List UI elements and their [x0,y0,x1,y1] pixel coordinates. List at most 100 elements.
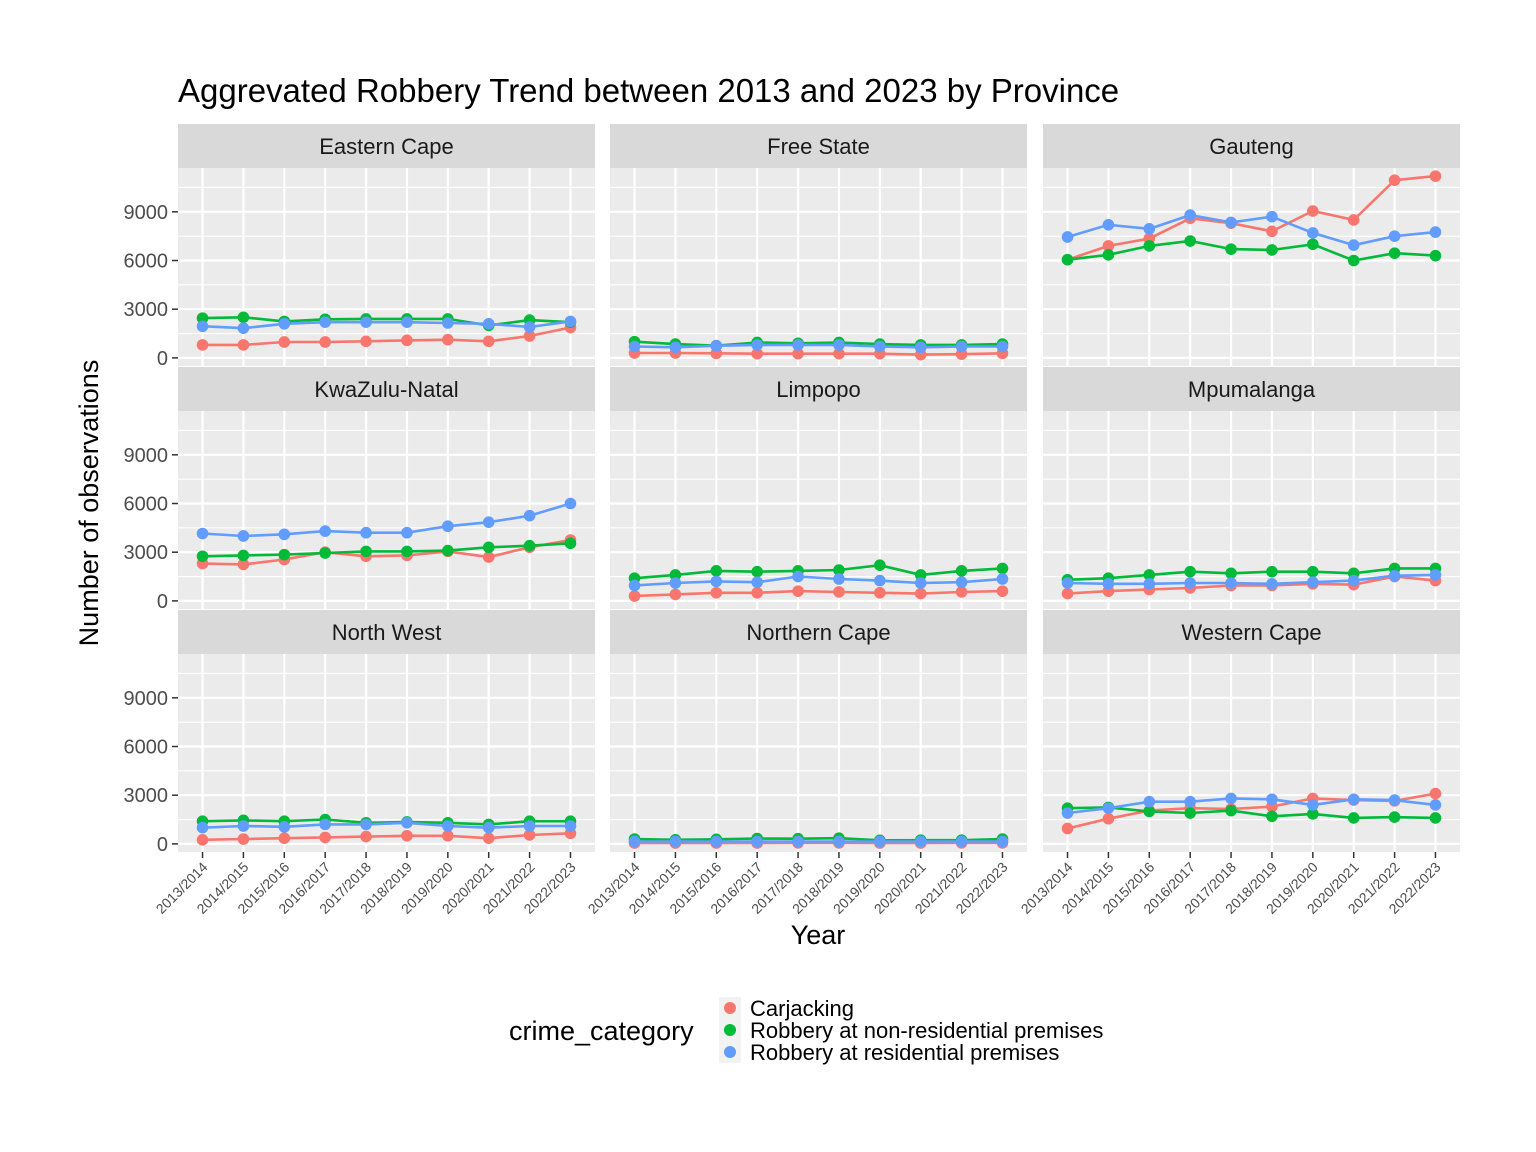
data-point [914,569,927,581]
data-point [1143,569,1156,581]
data-point [1225,216,1237,229]
data-point [1429,170,1442,182]
data-point [196,550,209,563]
data-point [996,835,1009,848]
data-point [360,830,372,843]
data-point [360,526,372,539]
data-point [751,835,763,848]
facet-strip [178,610,595,654]
data-point [278,548,291,561]
series-line [1067,239,1436,262]
panel-gridlines [1043,168,1460,366]
y-tick-label: 9000 [124,688,169,710]
series-robbery-at-non-residential-premises [196,537,577,563]
data-point [319,831,331,844]
data-point [1307,565,1319,578]
facet-strip [178,124,595,168]
data-point [792,570,804,583]
y-tick-label: 3000 [124,785,169,807]
data-point [196,339,209,351]
series-line [634,563,1003,580]
data-point [1266,565,1278,578]
data-point [1307,576,1319,589]
data-point [237,820,250,832]
data-point [196,821,209,834]
data-point [482,541,495,554]
series-line [202,320,571,330]
data-point [1225,567,1237,580]
series-line [1067,575,1436,595]
data-point [1061,587,1074,600]
data-point [669,835,682,848]
facet-strip [610,124,1027,168]
data-point [1307,227,1319,239]
panel-background [1043,168,1460,366]
data-point [401,526,413,539]
data-point [523,509,536,522]
data-point [237,311,250,324]
panel-gridlines [610,411,1027,609]
data-point [1266,578,1278,590]
data-point [564,497,577,510]
data-point [1429,812,1442,824]
data-point [669,569,682,581]
series-line [202,821,571,830]
data-point [1429,799,1442,811]
legend-entry-robbery-at-non-residential-premises: Robbery at non-residential premises [719,1018,1103,1043]
panel-background [178,411,595,609]
data-point [1061,822,1074,835]
legend-entry-carjacking: Carjacking [719,996,854,1021]
data-point [955,576,968,589]
data-point [1102,219,1115,231]
data-point [401,316,413,328]
data-point [1429,787,1442,800]
data-point [833,339,845,351]
data-point [1184,577,1196,589]
series-line [202,542,571,558]
data-point [914,341,927,354]
data-point [1225,243,1237,255]
data-point [564,315,577,328]
data-point [1347,574,1360,587]
data-point [360,545,372,558]
data-point [442,520,454,533]
data-point [564,820,577,832]
data-point [1143,240,1156,252]
data-point [482,516,495,528]
data-point [523,539,536,552]
data-point [833,835,845,848]
data-point [1388,569,1401,582]
data-point [628,340,641,353]
data-point [669,577,682,589]
panel-gridlines [610,654,1027,852]
y-tick-label: 9000 [124,445,169,467]
data-point [996,562,1009,575]
data-point [874,559,886,571]
data-point [564,537,577,550]
series-line [1067,213,1436,247]
series-robbery-at-residential-premises [1061,569,1442,590]
data-point [360,335,372,348]
data-point [319,525,331,537]
x-axis-title: Year [791,920,846,950]
series-line [202,315,571,327]
data-point [1184,795,1196,808]
facet-strip [1043,367,1460,411]
y-tick-label: 6000 [124,494,169,516]
data-point [628,835,641,848]
data-point [482,821,495,834]
facet-strip-label: Gauteng [1209,134,1293,159]
data-point [914,835,927,848]
data-point [1225,792,1237,805]
data-point [401,829,413,842]
y-tick-label: 0 [157,348,168,370]
data-point [196,834,209,846]
data-point [833,573,845,585]
facet-strip-label: KwaZulu-Natal [314,377,458,402]
data-point [628,579,641,592]
series-robbery-at-residential-premises [1061,792,1442,819]
data-point [1307,238,1319,251]
facet-eastern-cape: Eastern Cape 0 3000 6000 9000 [124,124,595,370]
